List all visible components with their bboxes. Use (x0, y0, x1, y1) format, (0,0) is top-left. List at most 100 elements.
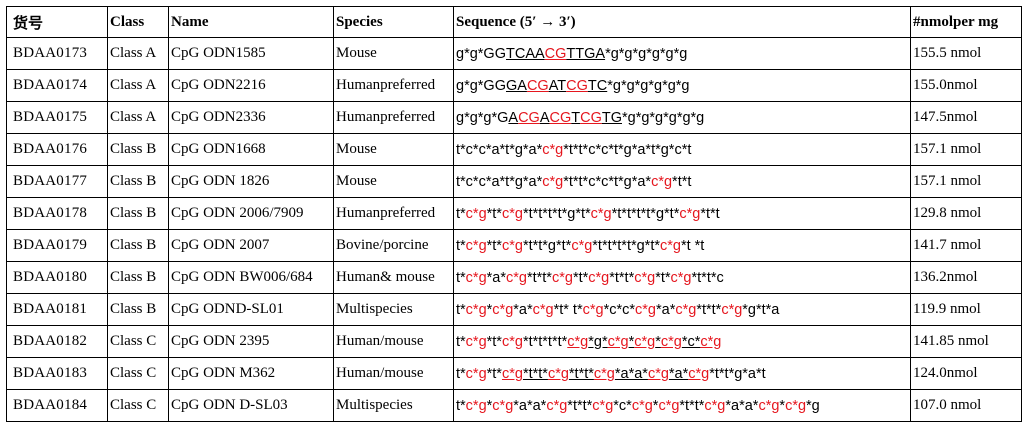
cpg-motif: CG (549, 109, 572, 126)
species-cell: Human& mouse (333, 261, 454, 294)
cpg-motif: CG (566, 77, 588, 94)
sequence-segment: *t* (486, 333, 502, 350)
cpg-motif: c*g (465, 237, 487, 254)
product-number-cell: BDAA0178 (6, 197, 108, 230)
table-row: BDAA0183 Class C CpG ODN M362 Human/mouse t*… (6, 357, 1022, 390)
sequence-segment: *g*g*g*g*g*g (622, 109, 705, 126)
sequence-segment: t* (456, 237, 466, 254)
sequence-segment: * (628, 333, 635, 350)
table-row: BDAA0184 Class C CpG ODN D-SL03 Multispecie… (6, 389, 1022, 422)
name-cell: CpG ODN 2395 (168, 325, 334, 358)
sequence-segment: *t*t* (696, 301, 722, 318)
amount-cell: 147.5nmol (910, 101, 1022, 134)
name-cell: CpG ODN 1826 (168, 165, 334, 198)
sequence-segment: t* (456, 333, 466, 350)
header-name: Name (168, 6, 334, 38)
product-number-cell: BDAA0184 (6, 389, 108, 422)
name-cell: CpG ODN BW006/684 (168, 261, 334, 294)
name-cell: CpG ODND-SL01 (168, 293, 334, 326)
sequence-segment: *g* (588, 333, 608, 350)
sequence-segment: *a* (513, 301, 533, 318)
cpg-motif: c*g (551, 269, 573, 286)
product-number-cell: BDAA0183 (6, 357, 108, 390)
sequence-cell: g*g*g*GACGACGTCGTG*g*g*g*g*g*g (453, 101, 911, 134)
cpg-motif: c*g (501, 365, 523, 382)
sequence-segment: *c* (613, 397, 632, 414)
cpg-motif: c*g (607, 333, 629, 350)
cpg-motif: c*g (532, 301, 554, 318)
cpg-motif: c*g (651, 173, 673, 190)
header-species: Species (333, 6, 454, 38)
sequence-segment: *t* (486, 365, 502, 382)
cpg-motif: c*g (465, 301, 487, 318)
sequence-segment: *a* (655, 301, 676, 318)
sequence-segment: *c*c* (603, 301, 636, 318)
cpg-motif: c*g (501, 237, 523, 254)
sequence-segment: g*g*GG (456, 45, 506, 62)
cpg-motif: c*g (635, 301, 656, 318)
cpg-motif: c*g (506, 269, 527, 286)
product-number-cell: BDAA0182 (6, 325, 108, 358)
class-cell: Class B (107, 197, 169, 230)
cpg-motif: c*g (660, 237, 681, 254)
cpg-motif: c*g (582, 301, 604, 318)
table-row: BDAA0175 Class A CpG ODN2336 Humanpreferred… (6, 101, 1022, 134)
table-body: BDAA0173 Class A CpG ODN1585 Mouse g*g*GGTCA… (6, 37, 1022, 422)
sequence-segment: * (779, 397, 786, 414)
sequence-segment: * (486, 397, 493, 414)
sequence-segment: *c* (681, 333, 701, 350)
sequence-segment: AT (548, 77, 567, 94)
cpg-motif: c*g (592, 397, 614, 414)
table-row: BDAA0177 Class B CpG ODN 1826 Mouse t*c*c*a*… (6, 165, 1022, 198)
product-number-cell: BDAA0176 (6, 133, 108, 166)
table-row: BDAA0174 Class A CpG ODN2216 Humanpreferred… (6, 69, 1022, 102)
sequence-segment: * (655, 333, 661, 350)
sequence-segment: *t*t*t*t*g*t* (522, 205, 591, 222)
sequence-cell: g*g*GGGACGATCGTC*g*g*g*g*g*g (453, 69, 911, 102)
sequence-segment: *t*t* (568, 365, 594, 382)
sequence-segment: *t*t*g*t* (522, 237, 572, 254)
sequence-cell: t*c*g*t*c*g*t*t*g*t*c*g*t*t*t*t*g*t*c*g*… (453, 229, 911, 262)
species-cell: Multispecies (333, 389, 454, 422)
amount-cell: 155.0nmol (910, 69, 1022, 102)
cpg-motif: c*g (542, 141, 564, 158)
name-cell: CpG ODN 2007 (168, 229, 334, 262)
table-row: BDAA0178 Class B CpG ODN 2006/7909 Humanpre… (6, 197, 1022, 230)
sequence-segment: t* (456, 205, 466, 222)
cpg-motif: CG (580, 109, 602, 126)
cpg-motif: c*g (758, 397, 780, 414)
cpg-motif: c*g (721, 301, 743, 318)
cpg-motif: c*g (492, 397, 514, 414)
product-number-cell: BDAA0175 (6, 101, 108, 134)
sequence-segment: t* (456, 365, 466, 382)
sequence-segment: *t*t*c (691, 269, 724, 286)
amount-cell: 119.9 nmol (910, 293, 1022, 326)
header-class: Class (107, 6, 169, 38)
cpg-motif: c*g (634, 269, 656, 286)
sequence-segment: *t*t* (522, 365, 548, 382)
species-cell: Humanpreferred (333, 101, 454, 134)
sequence-segment: *a*a* (614, 365, 648, 382)
cpg-motif: c*g (465, 269, 487, 286)
table-row: BDAA0180 Class B CpG ODN BW006/684 Human& m… (6, 261, 1022, 294)
product-number-cell: BDAA0174 (6, 69, 108, 102)
cpg-motif: c*g (785, 397, 807, 414)
cpg-motif: c*g (658, 397, 680, 414)
sequence-cell: t*c*g*t*c*g*t*t*c*g*t*t*c*g*a*a*c*g*a*c*… (453, 357, 911, 390)
sequence-segment: g*g*GG (456, 77, 506, 94)
table-row: BDAA0173 Class A CpG ODN1585 Mouse g*g*GGTCA… (6, 37, 1022, 70)
species-cell: Mouse (333, 133, 454, 166)
sequence-segment: t*c*c*a*t*g*a* (456, 173, 543, 190)
cpg-motif: c*g (501, 333, 523, 350)
sequence-cell: t*c*g*t*c*g*t*t*t*t*g*t*c*g*t*t*t*t*g*t*… (453, 197, 911, 230)
cpg-motif: c*g (571, 237, 593, 254)
cpg-motif: c*g (679, 205, 701, 222)
sequence-segment: *t*t* (679, 397, 705, 414)
name-cell: CpG ODN2216 (168, 69, 334, 102)
amount-cell: 136.2nmol (910, 261, 1022, 294)
table-header-row: 货号 Class Name Species Sequence (5′ → 3′)… (6, 6, 1022, 38)
sequence-segment: *t*t (672, 173, 692, 190)
sequence-cell: t*c*c*a*t*g*a*c*g*t*t*c*c*t*g*a*t*g*c*t (453, 133, 911, 166)
species-cell: Bovine/porcine (333, 229, 454, 262)
class-cell: Class B (107, 293, 169, 326)
